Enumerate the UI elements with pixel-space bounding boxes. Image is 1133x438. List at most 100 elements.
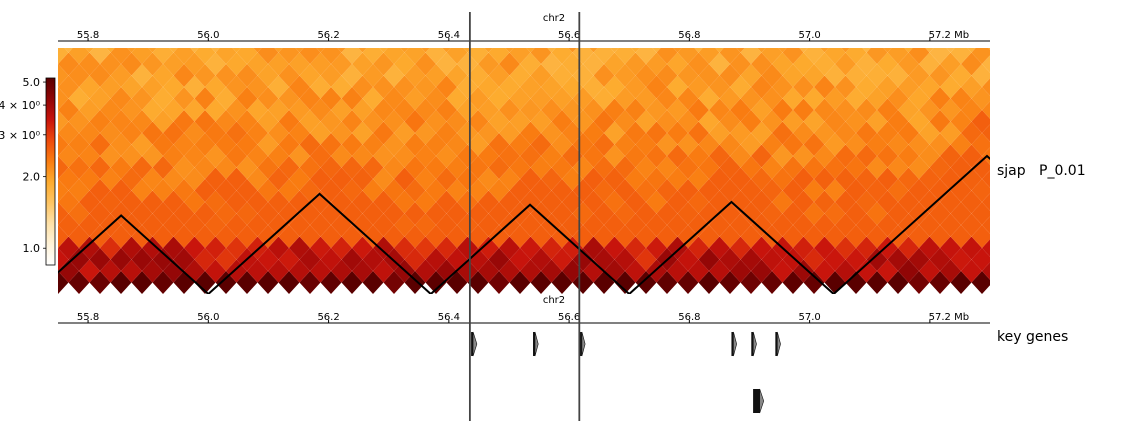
heatmap-cell — [415, 7, 436, 30]
heatmap-cell — [226, 7, 247, 30]
heatmap-cell — [887, 48, 909, 64]
heatmap-cell — [741, 18, 762, 41]
axis-tick-label: 56.6 — [558, 30, 580, 41]
gene-arrow — [752, 331, 757, 357]
heatmap-cell — [971, 48, 990, 64]
colorbar: 5.0 4 × 10⁰ 3 × 10⁰ 2.0 1.0 — [0, 76, 56, 266]
heatmap-cell — [132, 18, 153, 41]
colorbar-label: 5.0 — [23, 76, 41, 89]
heatmap-cell — [635, 48, 657, 64]
heatmap-cell — [988, 48, 990, 50]
heatmap-cell — [772, 7, 793, 30]
heatmap-cell — [110, 48, 132, 64]
heatmap-cell — [862, 48, 871, 53]
heatmap-cell — [173, 48, 195, 64]
heatmap-cell — [27, 41, 48, 64]
heatmap-cell — [211, 48, 220, 53]
heatmap-cell — [971, 64, 990, 87]
gene-track-label: key genes — [997, 329, 1069, 345]
axis-tick-label: 56.2 — [317, 30, 339, 41]
heatmap-cell — [100, 7, 121, 30]
heatmap-cell — [677, 48, 699, 64]
axis-tick-label: 56.2 — [317, 312, 339, 323]
heatmap-cell — [841, 48, 850, 53]
heatmap-cell — [589, 48, 598, 53]
heatmap-cell — [274, 48, 283, 53]
heatmap-cell — [982, 101, 990, 119]
heatmap-cell — [526, 48, 535, 53]
heatmap-cell — [615, 18, 636, 41]
heatmap-cell — [993, 41, 1014, 64]
heatmap-cell — [106, 48, 115, 53]
heatmap-cell — [37, 30, 58, 53]
heatmap-cell — [919, 7, 940, 30]
heatmap-cell — [358, 48, 367, 53]
heatmap-cell — [58, 48, 69, 64]
axis-tick-label: 55.8 — [77, 312, 99, 323]
heatmap-cell — [971, 133, 990, 156]
axis-tick-label: 55.8 — [77, 30, 99, 41]
heatmap-cell — [950, 48, 972, 64]
heatmap-cell — [232, 48, 241, 53]
gene-body — [775, 332, 778, 356]
heatmap-cell — [310, 7, 331, 30]
heatmap-cell — [384, 18, 405, 41]
hic-heatmap — [27, 7, 1014, 294]
heatmap-cell — [27, 271, 48, 294]
heatmap-cell — [971, 156, 990, 179]
colorbar-label: 2.0 — [23, 171, 41, 184]
axis-tick-label: 56.6 — [558, 312, 580, 323]
heatmap-cell — [457, 7, 478, 30]
heatmap-cell — [719, 48, 741, 64]
heatmap-cell — [111, 18, 132, 41]
heatmap-cell — [169, 48, 178, 53]
heatmap-cell — [982, 7, 1003, 30]
heatmap-cell — [762, 18, 783, 41]
heatmap-cell — [782, 48, 804, 64]
heatmap-cell — [646, 7, 667, 30]
heatmap-cell — [757, 48, 766, 53]
heatmap-cell — [237, 18, 258, 41]
heatmap-cell — [982, 193, 990, 211]
heatmap-cell — [971, 248, 990, 271]
heatmap-cell — [971, 225, 990, 248]
heatmap-cell — [982, 170, 990, 188]
axis-tick-label: 56.0 — [197, 30, 219, 41]
heatmap-cell — [37, 7, 58, 30]
heatmap-cell — [58, 64, 69, 87]
heatmap-cell — [709, 7, 730, 30]
heatmap-cell — [89, 48, 111, 64]
heatmap-cell — [258, 18, 279, 41]
heatmap-cell — [373, 7, 394, 30]
heatmap-cell — [736, 48, 745, 53]
heatmap-cell — [982, 55, 990, 73]
heatmap-cell — [866, 48, 888, 64]
heatmap-cell — [131, 48, 153, 64]
heatmap-cell — [505, 48, 514, 53]
heatmap-cell — [58, 87, 69, 110]
heatmap-cell — [253, 48, 262, 53]
gene-body — [471, 332, 474, 356]
heatmap-cell — [58, 271, 69, 294]
heatmap-cell — [888, 18, 909, 41]
heatmap-cell — [982, 239, 990, 257]
heatmap-cell — [279, 18, 300, 41]
heatmap-cell — [520, 7, 541, 30]
heatmap-cell — [971, 110, 990, 133]
axis-tick-label: 57.0 — [798, 30, 820, 41]
heatmap-cell — [509, 48, 531, 64]
heatmap-cell — [652, 48, 661, 53]
heatmap-cell — [127, 48, 136, 53]
heatmap-cell — [148, 48, 157, 53]
axis-tick-label: 56.0 — [197, 312, 219, 323]
heatmap-cell — [904, 48, 913, 53]
heatmap-cell — [58, 202, 69, 225]
heatmap-cell — [27, 18, 48, 41]
heatmap-cell — [568, 48, 577, 53]
heatmap-cell — [194, 48, 216, 64]
heatmap-cell — [379, 48, 388, 53]
heatmap-cell — [982, 216, 990, 234]
gene-body — [579, 332, 582, 356]
heatmap-cell — [383, 48, 405, 64]
gene-body — [751, 332, 754, 356]
